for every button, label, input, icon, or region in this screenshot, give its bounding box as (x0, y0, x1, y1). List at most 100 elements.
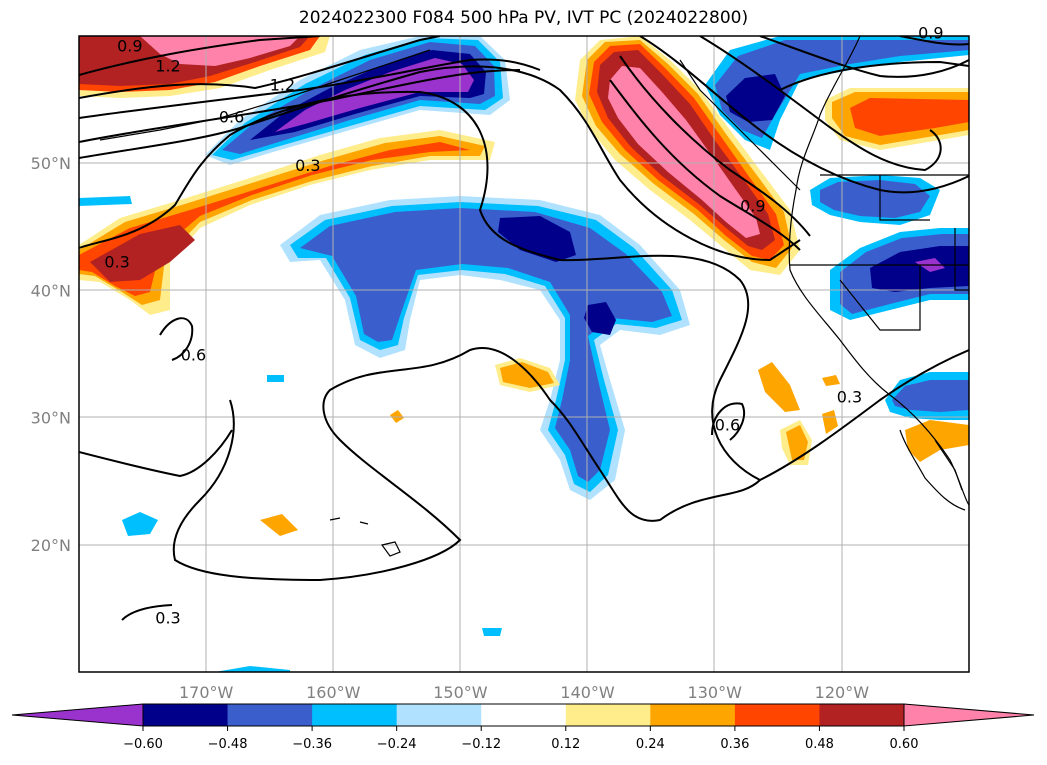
contour-label: 1.2 (270, 76, 295, 95)
ivt-positive-patch-1b (500, 362, 554, 388)
ivt-positive-patch-3b (786, 425, 808, 460)
lat-tick-label: 40°N (31, 281, 71, 300)
lon-tick-label: 130°W (688, 683, 743, 702)
ivt-negative-nw-band-5 (275, 58, 474, 132)
longitude-labels: 170°W 160°W 150°W 140°W 130°W 120°W (179, 683, 869, 702)
colorbar-tick-label: −0.12 (461, 737, 501, 752)
contour-label: 0.9 (918, 24, 943, 43)
pv-contour-east-1 (639, 36, 969, 194)
lon-tick-label: 160°W (306, 683, 361, 702)
colorbar-segment (227, 704, 313, 726)
pv-contour-0.6 (79, 65, 801, 262)
contour-label: 0.6 (181, 345, 206, 364)
ivt-positive-patch-5 (260, 514, 298, 536)
colorbar-tick-label: 0.48 (805, 737, 834, 752)
coastline-alaska-aleutian (99, 49, 431, 141)
contour-labels: 0.9 1.2 1.2 0.6 0.3 0.3 0.6 0.3 0.9 0.6 0.3 0.9 (104, 24, 943, 628)
coastline-hawaii (329, 517, 401, 557)
contour-label: 0.6 (219, 107, 244, 126)
colorbar-tick-label: −0.48 (208, 737, 248, 752)
colorbar-outline (142, 703, 905, 727)
pv-contour-east-6 (779, 60, 969, 91)
colorbar-segment (481, 704, 567, 726)
ivt-positive-patch-4 (822, 410, 838, 434)
contour-label: 0.3 (837, 387, 862, 406)
gridlines (79, 36, 969, 672)
colorbar-tick-label: −0.36 (292, 737, 332, 752)
ivt-negative-wc-north-2 (820, 180, 930, 218)
ivt-positive-ne-band-5 (608, 66, 760, 238)
contour-label: 0.3 (104, 253, 129, 272)
ivt-negative-patch-1 (122, 512, 158, 536)
pv-contour-0.3-east (759, 349, 969, 481)
state-border-3 (879, 175, 930, 221)
lon-tick-label: 140°W (560, 683, 615, 702)
ivt-positive-patch-8 (822, 375, 840, 386)
colorbar-segment (819, 704, 905, 726)
colorbar-tick-label: −0.60 (123, 737, 163, 752)
contour-label: 1.2 (155, 57, 180, 76)
ivt-negative-central-4 (498, 216, 576, 262)
lon-tick-label: 120°W (815, 683, 870, 702)
pv-contour-east-3 (609, 79, 801, 251)
pv-contour-0.3-sw-small (121, 604, 173, 621)
colorbar-tick-label: 0.12 (551, 737, 580, 752)
lat-tick-label: 50°N (31, 154, 71, 173)
ivt-negative-central-3 (300, 208, 672, 482)
ivt-negative-central-5 (584, 302, 616, 335)
map-frame (78, 35, 970, 673)
ivt-positive-band-left-4 (90, 225, 195, 282)
colorbar-tick-label: 0.36 (720, 737, 749, 752)
colorbar-extend-left (11, 703, 144, 727)
ivt-positive-patch-2 (758, 362, 800, 412)
contour-label: 0.3 (155, 609, 180, 628)
colorbar-segment (312, 704, 398, 726)
coastline-west-coast (788, 36, 969, 506)
state-border-4 (839, 265, 921, 331)
pv-contour-nw-3 (79, 69, 521, 143)
colorbar-tick-label: 0.60 (890, 737, 919, 752)
state-border-5 (954, 228, 969, 291)
map-title: 2024022300 F084 500 hPa PV, IVT PC (2024… (298, 8, 749, 28)
pv-contour-0.3-south (79, 429, 233, 478)
ivt-negative-wc-south-2 (892, 380, 969, 412)
lat-tick-label: 20°N (31, 536, 71, 555)
colorbar-segment (396, 704, 482, 726)
pv-contour-nw-2 (79, 58, 541, 119)
ivt-negative-ne-3 (726, 74, 785, 122)
ivt-negative-patch-4 (482, 628, 502, 636)
pv-contours (79, 36, 969, 621)
coastline-gulf-ca (934, 439, 963, 491)
contour-label: 0.9 (117, 36, 142, 55)
contour-label: 0.3 (295, 156, 320, 175)
colorbar-tick-label: 0.24 (636, 737, 665, 752)
lon-tick-label: 170°W (179, 683, 234, 702)
pv-contour-0.6-right-small (711, 402, 746, 441)
latitude-labels: 20°N 30°N 40°N 50°N (31, 154, 71, 555)
lat-tick-label: 30°N (31, 409, 71, 428)
contour-label: 0.6 (715, 415, 740, 434)
pv-contour-0.3-main (79, 90, 762, 582)
colorbar-tick-label: −0.24 (377, 737, 417, 752)
colorbar-segment (650, 704, 736, 726)
coastlines (99, 36, 969, 557)
pv-contour-east-4 (699, 36, 942, 172)
ivt-negative-patch-3 (79, 196, 132, 206)
colorbar-segment (734, 704, 820, 726)
colorbar-segment (565, 704, 651, 726)
pv-contour-0.9-nw (79, 36, 321, 76)
coastline-bc-islands (679, 59, 801, 191)
coastline-baja (899, 429, 966, 511)
pv-contour-0.6-small (159, 317, 194, 361)
pv-contour-east-7 (899, 36, 969, 46)
lon-tick-label: 150°W (433, 683, 488, 702)
colorbar-extend-right (903, 703, 1035, 727)
pv-contour-1.2-nw (79, 36, 441, 99)
colorbar: −0.60 −0.48 −0.36 −0.24 −0.12 0.12 0.24 0.36 0.4… (11, 703, 1035, 752)
ivt-positive-nw-top-pink (140, 36, 300, 66)
contour-label: 0.9 (740, 197, 765, 216)
colorbar-segment (143, 704, 229, 726)
ivt-negative-ne-2 (715, 40, 969, 138)
ivt-positive-right-3 (850, 98, 969, 136)
